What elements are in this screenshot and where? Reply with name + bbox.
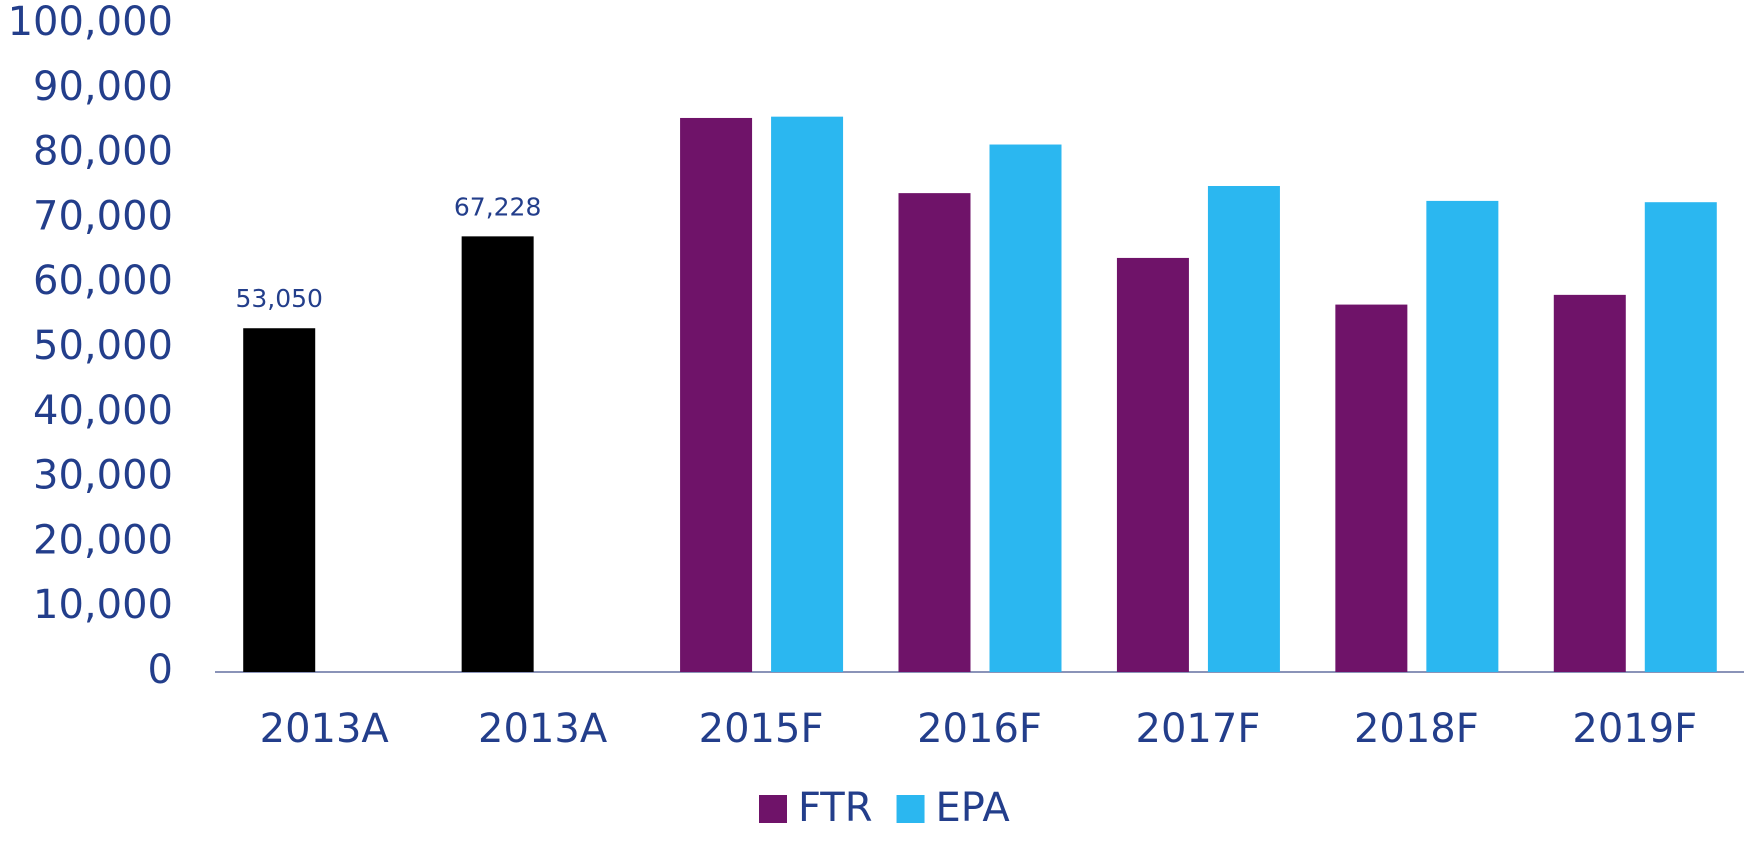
y-tick-label: 80,000 — [33, 129, 173, 175]
bar — [1207, 186, 1280, 672]
x-tick-label: 2013A — [260, 706, 390, 752]
x-tick-label: 2013A — [478, 706, 608, 752]
y-tick-label: 90,000 — [33, 64, 173, 110]
bar — [771, 116, 844, 672]
x-tick-label: 2016F — [917, 706, 1042, 752]
y-tick-label: 40,000 — [33, 388, 173, 434]
legend-label: FTR — [798, 785, 873, 831]
legend-label: EPA — [936, 785, 1011, 831]
legend-swatch — [759, 795, 787, 823]
y-tick-label: 60,000 — [33, 258, 173, 304]
y-tick-label: 30,000 — [33, 453, 173, 499]
x-tick-label: 2015F — [699, 706, 824, 752]
y-tick-label: 50,000 — [33, 323, 173, 369]
bar — [1116, 257, 1189, 672]
y-tick-label: 10,000 — [33, 582, 173, 628]
bar — [1335, 304, 1408, 672]
x-tick-label: 2017F — [1136, 706, 1261, 752]
bar — [898, 193, 971, 673]
bar — [989, 144, 1062, 672]
x-tick-label: 2018F — [1354, 706, 1479, 752]
bar — [680, 117, 753, 672]
bar — [243, 328, 316, 672]
bar — [1644, 202, 1717, 672]
y-tick-label: 100,000 — [8, 0, 173, 45]
legend-swatch — [896, 795, 925, 823]
y-tick-label: 20,000 — [33, 517, 173, 563]
y-tick-label: 0 — [148, 647, 173, 693]
bar — [1426, 200, 1499, 673]
bar — [1553, 294, 1626, 672]
data-label: 53,050 — [235, 284, 322, 313]
y-tick-label: 70,000 — [33, 193, 173, 239]
x-tick-label: 2019F — [1572, 706, 1697, 752]
bar — [461, 236, 534, 673]
data-label: 67,228 — [454, 192, 541, 221]
